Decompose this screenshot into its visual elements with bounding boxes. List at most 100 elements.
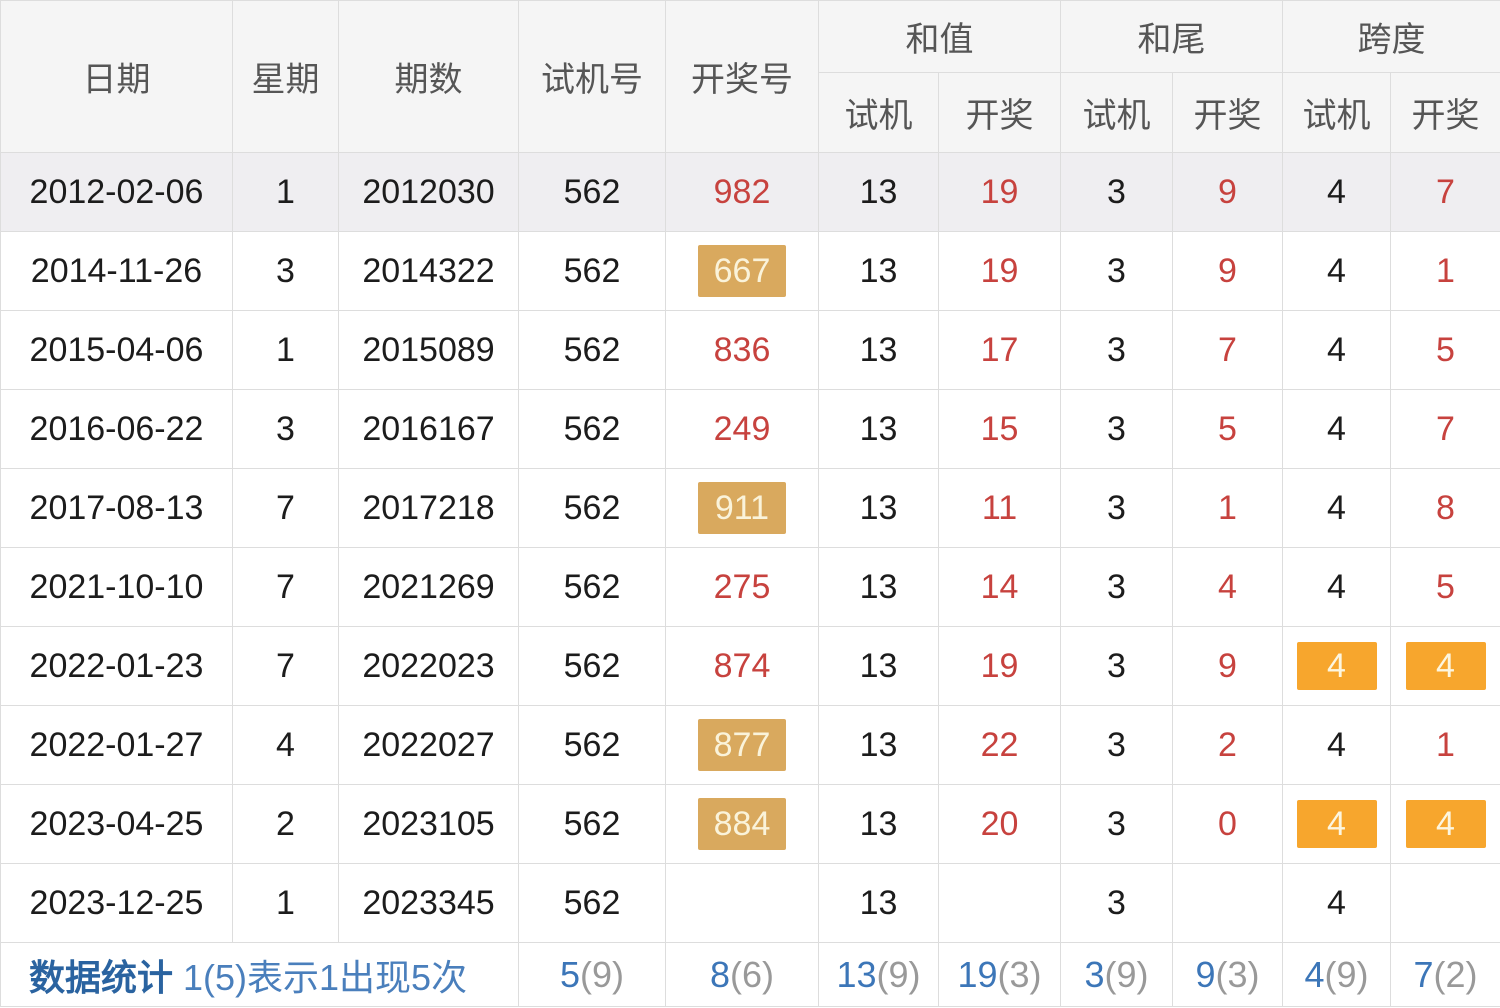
- table-row: 2021-10-10 7 2021269 562 275 13 14 3 4 4 5: [0, 547, 1500, 627]
- cell-date: 2023-04-25: [0, 784, 233, 864]
- table-header: 日期 星期 期数 试机号 开奖号 和值 和尾 跨度 试机 开奖 试机 开奖 试机…: [0, 0, 1500, 153]
- table-row: 2023-04-25 2 2023105 562 884 13 20 3 0 4 4: [0, 784, 1500, 864]
- cell-test-number: 562: [518, 231, 666, 311]
- cell-draw-number: 275: [665, 547, 819, 627]
- cell-draw-number: 667: [665, 231, 819, 311]
- col-group-span: 跨度: [1282, 0, 1500, 73]
- cell-sum-draw: 19: [938, 152, 1061, 232]
- subcol-span-draw: 开奖: [1390, 72, 1500, 153]
- col-header-period: 期数: [338, 0, 519, 153]
- cell-sum-test: 13: [818, 231, 939, 311]
- cell-sum-test: 13: [818, 152, 939, 232]
- cell-tail-draw: 4: [1172, 547, 1283, 627]
- table-row: 2022-01-23 7 2022023 562 874 13 19 3 9 4 4: [0, 626, 1500, 706]
- cell-tail-draw: 9: [1172, 152, 1283, 232]
- cell-span-test: 4: [1282, 389, 1391, 469]
- subcol-sum-test: 试机: [818, 72, 939, 153]
- cell-tail-test: 3: [1060, 705, 1173, 785]
- footer-stat-count: (2): [1433, 953, 1478, 995]
- footer-stat-cell: 8(6): [665, 942, 819, 1007]
- cell-date: 2022-01-27: [0, 705, 233, 785]
- subcol-tail-draw: 开奖: [1172, 72, 1283, 153]
- footer-stat-count: (9): [580, 953, 625, 995]
- cell-sum-test: 13: [818, 863, 939, 943]
- footer-stat-cell: 3(9): [1060, 942, 1173, 1007]
- cell-weekday: 7: [232, 547, 339, 627]
- table-row: 2016-06-22 3 2016167 562 249 13 15 3 5 4 7: [0, 389, 1500, 469]
- cell-tail-test: 3: [1060, 547, 1173, 627]
- cell-tail-test: 3: [1060, 310, 1173, 390]
- cell-sum-test: 13: [818, 626, 939, 706]
- cell-test-number: 562: [518, 152, 666, 232]
- cell-span-test-highlight: 4: [1296, 642, 1377, 690]
- table-row: 2023-12-25 1 2023345 562 13 3 4: [0, 863, 1500, 943]
- cell-draw-number: 982: [665, 152, 819, 232]
- cell-span-draw: 4: [1390, 784, 1500, 864]
- cell-sum-test: 13: [818, 705, 939, 785]
- footer-stat-number: 9: [1195, 953, 1216, 995]
- cell-date: 2021-10-10: [0, 547, 233, 627]
- cell-draw-number-highlight: 667: [698, 245, 786, 297]
- table-row: 2015-04-06 1 2015089 562 836 13 17 3 7 4 5: [0, 310, 1500, 390]
- cell-span-test: 4: [1282, 784, 1391, 864]
- cell-tail-test: 3: [1060, 626, 1173, 706]
- cell-tail-test: 3: [1060, 468, 1173, 548]
- cell-span-test: 4: [1282, 468, 1391, 548]
- cell-period: 2023105: [338, 784, 519, 864]
- footer-stat-number: 8: [709, 953, 731, 995]
- cell-tail-draw: [1172, 863, 1283, 943]
- cell-sum-draw: 11: [938, 468, 1061, 548]
- cell-sum-draw: 14: [938, 547, 1061, 627]
- cell-sum-test: 13: [818, 468, 939, 548]
- cell-span-draw: [1390, 863, 1500, 943]
- cell-tail-draw: 0: [1172, 784, 1283, 864]
- cell-sum-draw: [938, 863, 1061, 943]
- cell-date: 2017-08-13: [0, 468, 233, 548]
- subcol-span-test: 试机: [1282, 72, 1391, 153]
- footer-stat-number: 19: [957, 953, 998, 995]
- cell-date: 2012-02-06: [0, 152, 233, 232]
- cell-draw-number: [665, 863, 819, 943]
- cell-tail-draw: 1: [1172, 468, 1283, 548]
- footer-stat-number: 3: [1084, 953, 1105, 995]
- cell-tail-draw: 9: [1172, 626, 1283, 706]
- col-group-tail: 和尾: [1060, 0, 1283, 73]
- cell-span-test: 4: [1282, 626, 1391, 706]
- cell-test-number: 562: [518, 547, 666, 627]
- cell-span-test: 4: [1282, 310, 1391, 390]
- footer-stat-number: 4: [1304, 953, 1325, 995]
- cell-test-number: 562: [518, 468, 666, 548]
- cell-sum-draw: 15: [938, 389, 1061, 469]
- cell-tail-draw: 7: [1172, 310, 1283, 390]
- cell-tail-test: 3: [1060, 784, 1173, 864]
- cell-date: 2014-11-26: [0, 231, 233, 311]
- footer-stat-count: (3): [997, 953, 1042, 995]
- cell-draw-number: 874: [665, 626, 819, 706]
- cell-tail-draw: 5: [1172, 389, 1283, 469]
- cell-date: 2016-06-22: [0, 389, 233, 469]
- cell-period: 2014322: [338, 231, 519, 311]
- table-row: 2012-02-06 1 2012030 562 982 13 19 3 9 4 7: [0, 152, 1500, 232]
- footer-stat-number: 13: [836, 953, 877, 995]
- cell-draw-number: 911: [665, 468, 819, 548]
- cell-weekday: 1: [232, 863, 339, 943]
- cell-draw-number-highlight: 884: [698, 798, 786, 850]
- footer-stat-count: (3): [1215, 953, 1260, 995]
- cell-tail-draw: 2: [1172, 705, 1283, 785]
- cell-span-test: 4: [1282, 152, 1391, 232]
- cell-span-draw: 4: [1390, 626, 1500, 706]
- cell-draw-number: 249: [665, 389, 819, 469]
- cell-span-draw: 5: [1390, 310, 1500, 390]
- cell-draw-number-highlight: 877: [698, 719, 786, 771]
- cell-sum-test: 13: [818, 389, 939, 469]
- cell-period: 2012030: [338, 152, 519, 232]
- cell-tail-draw: 9: [1172, 231, 1283, 311]
- cell-weekday: 3: [232, 389, 339, 469]
- cell-sum-draw: 19: [938, 626, 1061, 706]
- footer-stat-cell: 4(9): [1282, 942, 1391, 1007]
- cell-tail-test: 3: [1060, 863, 1173, 943]
- table-row: 2022-01-27 4 2022027 562 877 13 22 3 2 4 1: [0, 705, 1500, 785]
- cell-sum-draw: 17: [938, 310, 1061, 390]
- cell-tail-test: 3: [1060, 231, 1173, 311]
